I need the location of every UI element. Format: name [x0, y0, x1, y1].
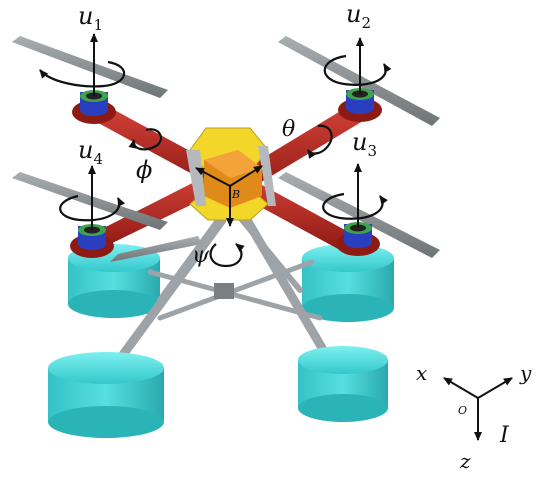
arrow-icon — [195, 167, 231, 187]
center-body — [186, 127, 276, 221]
curved-arrow-icon — [39, 60, 126, 88]
label-axis-x: x — [416, 361, 427, 385]
arrow-icon — [443, 377, 479, 399]
pitch-rotation-icon — [307, 124, 333, 159]
curved-arrow-icon — [59, 194, 126, 222]
label-u1: u1 — [78, 2, 103, 34]
curved-arrow-icon — [322, 192, 388, 220]
yaw-rotation-icon — [209, 243, 245, 268]
propeller-1 — [12, 36, 168, 98]
body-frame-axes — [195, 165, 263, 227]
label-body-frame: B — [231, 188, 240, 201]
motor-2 — [338, 88, 382, 122]
label-u2: u2 — [346, 0, 371, 32]
motor-1 — [72, 90, 116, 124]
label-axis-y: y — [519, 361, 532, 385]
curved-arrow-icon — [323, 54, 392, 86]
roll-rotation-icon — [128, 128, 163, 151]
label-axis-z: z — [459, 449, 471, 473]
propeller-4b — [110, 236, 202, 262]
label-u3: u3 — [352, 128, 377, 160]
float-rear-right — [302, 244, 394, 322]
float-front-right — [298, 346, 388, 422]
float-front-left — [48, 352, 164, 438]
arrow-icon — [477, 377, 513, 399]
label-theta: θ — [282, 117, 295, 142]
label-inertial-frame: I — [499, 423, 510, 448]
inertial-frame-axes — [443, 377, 513, 441]
arrow-icon — [229, 165, 263, 187]
landing-struts — [103, 210, 337, 380]
rotation-arrows — [39, 54, 392, 268]
propeller-4 — [12, 172, 168, 230]
label-u4: u4 — [78, 136, 103, 168]
label-phi: ϕ — [136, 156, 152, 184]
label-origin: O — [458, 404, 467, 417]
label-psi: ψ — [192, 243, 210, 268]
motor-3 — [336, 222, 380, 256]
